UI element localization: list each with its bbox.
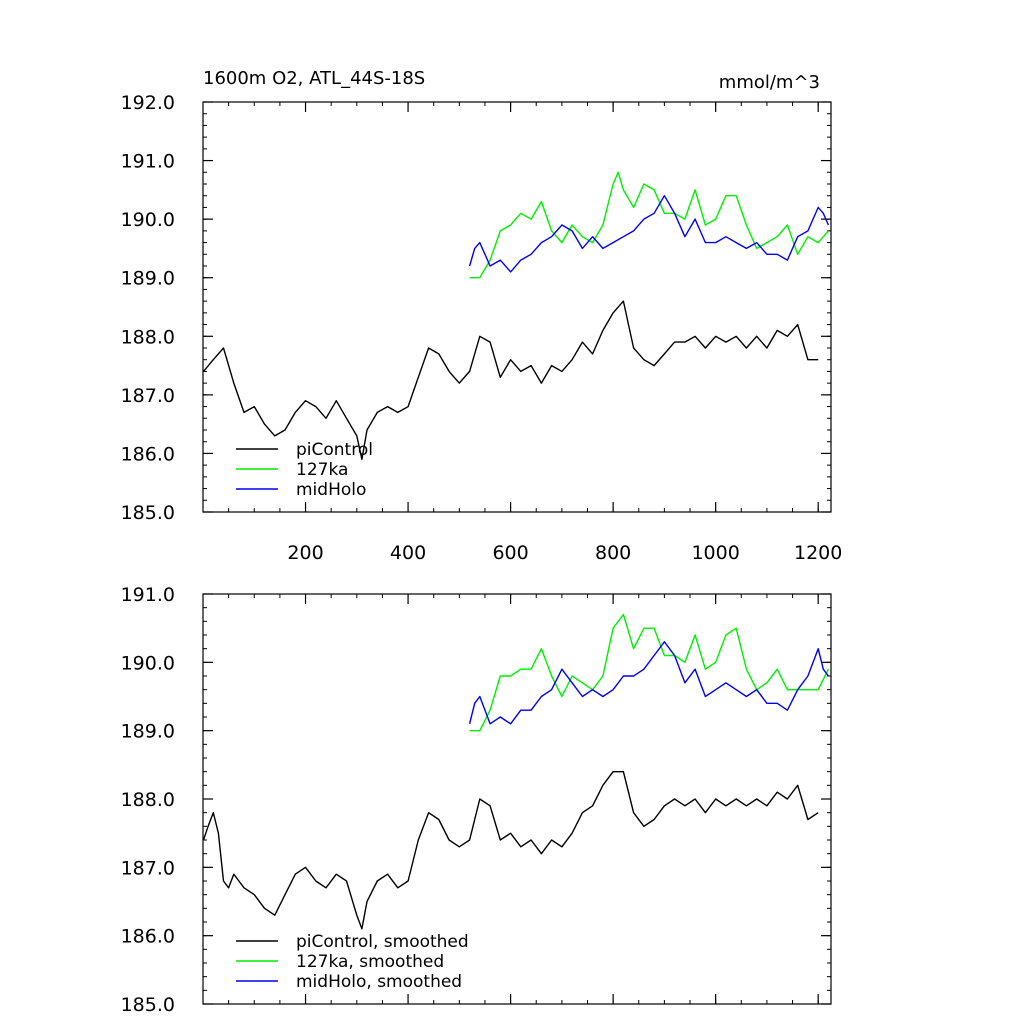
y-tick-label: 187.0 (121, 857, 175, 879)
x-tick-label: 400 (390, 542, 426, 564)
chart-title: 1600m O2, ATL_44S-18S (203, 68, 425, 89)
legend-label: 127ka, smoothed (296, 952, 444, 972)
y-tick-label: 191.0 (121, 151, 175, 173)
y-tick-label: 187.0 (121, 385, 175, 407)
y-tick-label: 185.0 (121, 502, 175, 524)
legend-label: midHolo (296, 480, 366, 500)
series-line-picontrol (202, 771, 819, 930)
plot-frame (202, 101, 832, 513)
series-line-127ka (469, 171, 829, 279)
y-tick-label: 188.0 (121, 326, 175, 348)
y-tick-label: 188.0 (121, 789, 175, 811)
legend-label: 127ka (296, 460, 348, 480)
legend-label: piControl (296, 440, 373, 460)
panel-top: 185.0 186.0 187.0 188.0 189.0 190.0 191.0 192.0… (121, 92, 843, 564)
y-tick-label: 190.0 (121, 652, 175, 674)
y-tick-label: 192.0 (121, 92, 175, 114)
x-tick-label: 200 (287, 542, 323, 564)
series-line-picontrol (202, 300, 819, 460)
y-tick-label: 186.0 (121, 926, 175, 948)
y-tick-label: 185.0 (121, 994, 175, 1016)
panel-bottom: 185.0 186.0 187.0 188.0 189.0 190.0 191.0 piCon… (121, 584, 832, 1016)
x-tick-label: 1000 (691, 542, 739, 564)
y-tick-label: 191.0 (121, 584, 175, 606)
series-line-127ka (469, 613, 830, 732)
series-line-midholo (468, 641, 829, 725)
series-line-midholo (468, 195, 830, 273)
units-label: mmol/m^3 (719, 72, 820, 93)
x-tick-label: 800 (595, 542, 631, 564)
y-tick-label: 186.0 (121, 443, 175, 465)
legend-label: midHolo, smoothed (296, 972, 462, 992)
y-tick-label: 189.0 (121, 268, 175, 290)
legend-label: piControl, smoothed (296, 932, 469, 952)
y-tick-label: 190.0 (121, 209, 175, 231)
x-tick-label: 600 (492, 542, 528, 564)
x-tick-label: 1200 (794, 542, 842, 564)
y-tick-label: 189.0 (121, 721, 175, 743)
